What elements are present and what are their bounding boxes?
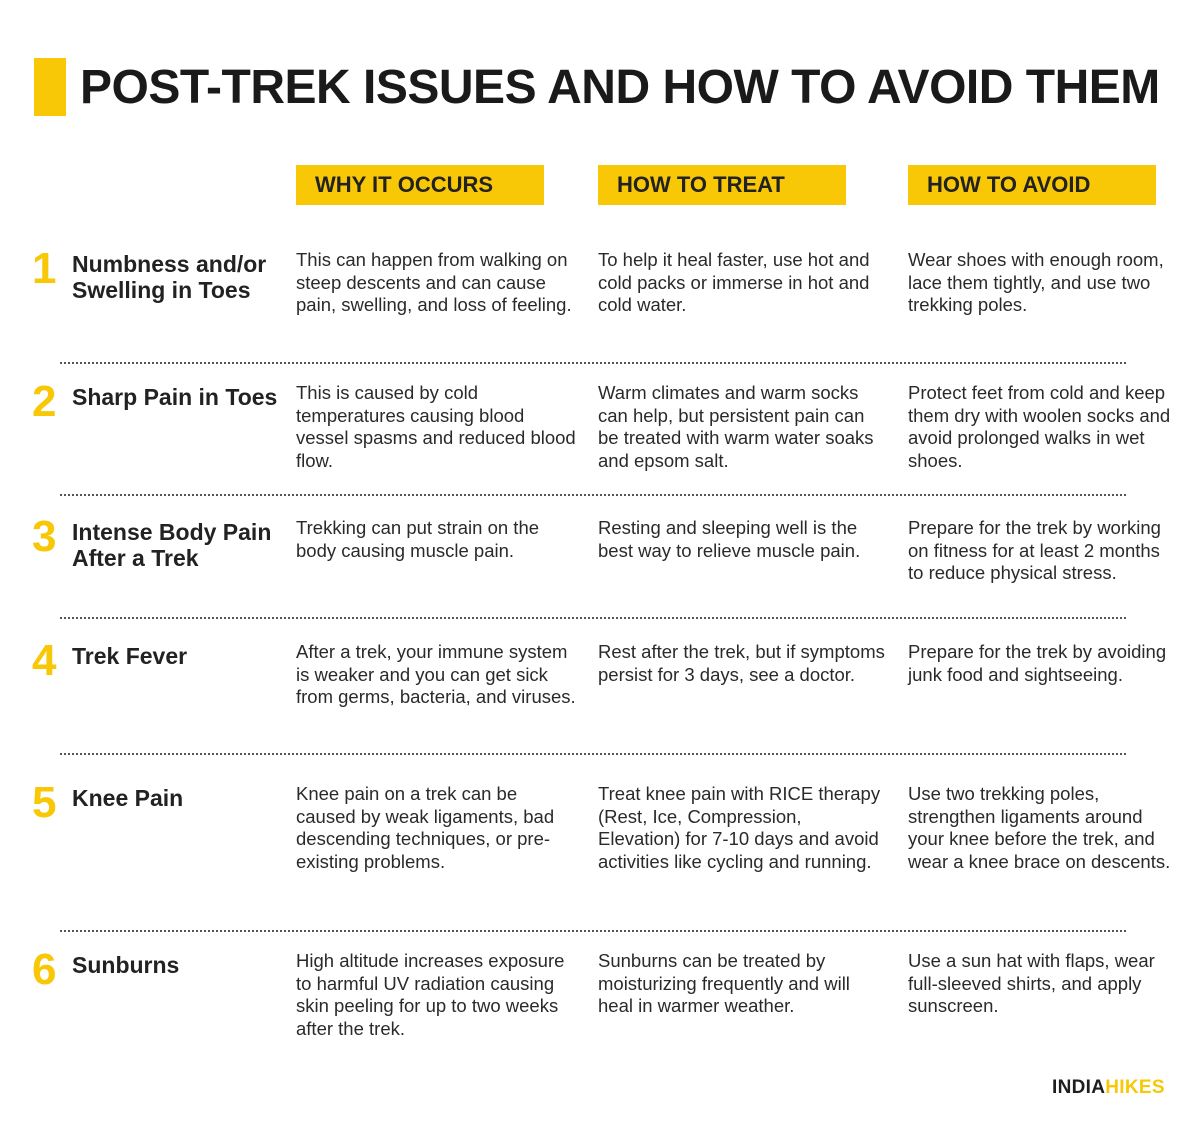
logo-part-hikes: HIKES [1105,1077,1165,1098]
issue-title: Knee Pain [72,785,184,811]
how-to-avoid-text: Prepare for the trek by working on fitne… [908,517,1161,584]
row-divider [60,617,1126,619]
indiahikes-logo: INDIAHIKES [1052,1076,1165,1100]
why-it-occurs-text: Trekking can put strain on the body caus… [296,517,540,561]
row-divider [60,494,1126,496]
how-to-treat-text: Treat knee pain with RICE therapy (Rest,… [598,783,881,872]
how-to-avoid-text: Use two trekking poles, strengthen ligam… [908,783,1171,872]
how-to-avoid-text: Use a sun hat with flaps, wear full-slee… [908,950,1155,1017]
why-it-occurs-text: Knee pain on a trek can be caused by wea… [296,783,555,872]
issue-title: Sharp Pain in Toes [72,384,278,410]
why-it-occurs-text: This is caused by cold temperatures caus… [296,382,576,471]
page-title: POST-TREK ISSUES AND HOW TO AVOID THEM [80,61,1160,114]
why-it-occurs-text: After a trek, your immune system is weak… [296,641,576,708]
column-header-avoid: HOW TO AVOID [908,165,1156,205]
title-accent-bar [34,58,66,116]
column-header-treat: HOW TO TREAT [598,165,846,205]
issue-number: 3 [32,512,57,561]
issue-title: Numbness and/or Swelling in Toes [72,251,267,303]
how-to-avoid-text: Prepare for the trek by avoiding junk fo… [908,641,1167,685]
row-divider [60,930,1126,932]
issue-number: 2 [32,377,57,426]
issue-number: 4 [32,636,57,685]
how-to-treat-text: Warm climates and warm socks can help, b… [598,382,874,471]
logo-part-india: INDIA [1052,1077,1106,1098]
row-divider [60,753,1126,755]
how-to-treat-text: Resting and sleeping well is the best wa… [598,517,861,561]
issue-number: 6 [32,945,57,994]
how-to-treat-text: To help it heal faster, use hot and cold… [598,249,870,316]
how-to-treat-text: Rest after the trek, but if symptoms per… [598,641,885,685]
why-it-occurs-text: High altitude increases exposure to harm… [296,950,565,1039]
why-it-occurs-text: This can happen from walking on steep de… [296,249,572,316]
issue-title: Sunburns [72,952,180,978]
issue-title: Trek Fever [72,643,188,669]
issue-title: Intense Body Pain After a Trek [72,519,272,571]
issue-number: 5 [32,778,57,827]
column-header-why: WHY IT OCCURS [296,165,544,205]
issue-number: 1 [32,244,57,293]
how-to-avoid-text: Wear shoes with enough room, lace them t… [908,249,1164,316]
row-divider [60,362,1126,364]
how-to-avoid-text: Protect feet from cold and keep them dry… [908,382,1171,471]
how-to-treat-text: Sunburns can be treated by moisturizing … [598,950,850,1017]
